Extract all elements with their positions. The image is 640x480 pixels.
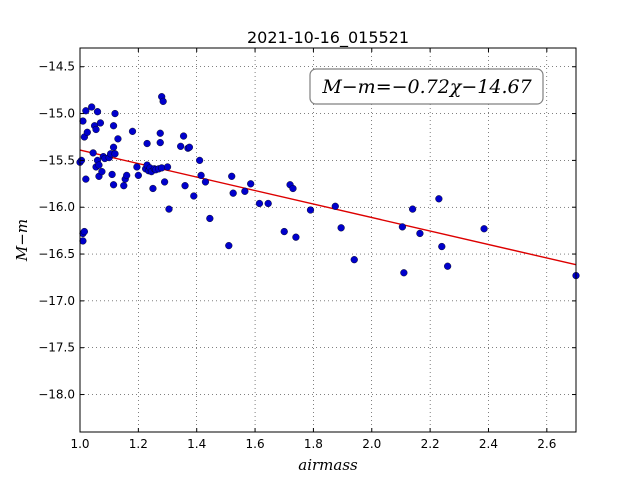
data-point [96, 119, 105, 127]
x-tick-label: 2.2 [421, 437, 440, 451]
x-tick-label: 1.4 [187, 437, 206, 451]
data-point [156, 129, 164, 137]
y-tick-label: −18.0 [38, 388, 75, 402]
data-point [80, 227, 88, 236]
data-point [108, 170, 116, 179]
data-point [292, 233, 300, 241]
data-point [161, 178, 169, 186]
x-tick-label: 2.4 [479, 437, 498, 451]
y-tick-label: −16.5 [38, 247, 75, 261]
data-point [264, 199, 272, 208]
data-point [82, 175, 90, 183]
y-tick-labels: −14.5 −15.0 −15.5 −16.0 −16.5 −17.0 −17.5 −18.0 [38, 60, 75, 402]
data-point [201, 178, 210, 186]
data-point [134, 171, 142, 179]
data-point [206, 214, 214, 223]
x-tick-label: 1.6 [246, 437, 265, 451]
data-point [480, 225, 488, 233]
data-point [133, 163, 141, 171]
y-tick-label: −16.0 [38, 200, 75, 214]
data-point [163, 163, 172, 171]
data-point [93, 108, 102, 116]
data-point [82, 107, 90, 115]
data-point [156, 138, 164, 147]
x-tick-labels: 1.0 1.2 1.4 1.6 1.8 2.0 2.2 2.4 2.6 [70, 437, 556, 451]
data-point [179, 132, 188, 140]
data-point [114, 135, 122, 143]
data-point [92, 125, 100, 134]
data-point [196, 156, 204, 164]
x-axis-label: airmass [298, 456, 358, 474]
y-tick-label: −14.5 [38, 60, 75, 74]
data-point [331, 202, 339, 210]
x-tick-label: 2.6 [537, 437, 556, 451]
y-tick-label: −15.5 [38, 153, 75, 167]
y-tick-label: −17.0 [38, 294, 75, 308]
y-axis-label: M−m [13, 219, 31, 262]
data-point [95, 161, 103, 169]
data-point [98, 168, 106, 176]
data-point [109, 143, 118, 151]
data-point [435, 195, 443, 203]
data-point [185, 143, 194, 151]
equation-box-frame [309, 68, 544, 105]
data-point [79, 237, 87, 245]
data-point [109, 181, 118, 189]
data-point [79, 117, 87, 125]
data-point [229, 189, 237, 197]
data-point [88, 103, 96, 111]
fit-equation-box: M−m=−0.72χ−14.67 [309, 68, 544, 105]
plot-frame [79, 47, 577, 433]
x-tick-label: 1.2 [129, 437, 148, 451]
data-point [306, 206, 315, 214]
axis-ticks [79, 48, 576, 432]
data-point [350, 256, 358, 264]
data-point [143, 139, 151, 148]
data-point [111, 150, 119, 158]
data-points [76, 93, 580, 280]
data-point [255, 199, 264, 208]
data-point [120, 182, 128, 190]
data-point [337, 224, 345, 232]
data-point [398, 223, 407, 231]
fit-equation: M−m=−0.72χ−14.67 [321, 76, 532, 98]
data-point [190, 192, 198, 200]
data-point [111, 109, 119, 118]
data-point [409, 205, 417, 213]
data-point [165, 205, 173, 213]
x-tick-label: 2.0 [362, 437, 381, 451]
data-point [159, 97, 167, 105]
data-point [241, 187, 249, 195]
data-point [149, 184, 157, 193]
data-point [109, 122, 118, 130]
data-point [444, 262, 452, 270]
x-tick-label: 1.0 [70, 437, 89, 451]
x-tick-label: 1.8 [304, 437, 323, 451]
data-point [280, 227, 288, 236]
data-point [400, 269, 408, 277]
data-point [89, 149, 97, 157]
data-point [289, 184, 297, 193]
data-point [181, 182, 189, 190]
chart-title: 2021-10-16_015521 [247, 28, 409, 48]
data-point [197, 171, 205, 179]
data-point [416, 229, 424, 238]
data-point [438, 242, 446, 251]
data-point [83, 128, 91, 136]
data-point [177, 142, 185, 150]
data-point [228, 172, 236, 180]
data-point [123, 171, 131, 179]
data-point [247, 180, 255, 188]
plot-area [80, 48, 576, 432]
y-tick-label: −17.5 [38, 341, 75, 355]
y-tick-label: −15.0 [38, 107, 75, 121]
data-point [225, 242, 233, 250]
data-point [128, 127, 137, 135]
